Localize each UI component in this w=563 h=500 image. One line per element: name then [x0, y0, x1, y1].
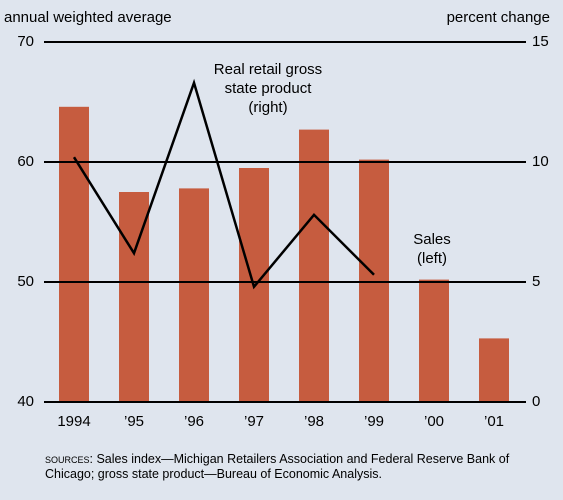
chart: annual weighted average percent change 4…	[4, 9, 550, 430]
source-note: sources: Sales index—Michigan Retailers …	[45, 452, 545, 482]
x-tick-label: ’00	[424, 413, 444, 430]
y-tick-label: 40	[17, 393, 34, 410]
y2-tick-label: 0	[532, 393, 540, 410]
source-text: Sales index—Michigan Retailers Associati…	[45, 452, 510, 481]
y2-axis-label: percent change	[447, 9, 550, 26]
x-tick-label: 1994	[57, 413, 90, 430]
bar	[419, 279, 449, 402]
y2-tick-label: 15	[532, 33, 549, 50]
x-tick-label: ’96	[184, 413, 204, 430]
bar	[359, 159, 389, 402]
x-tick-label: ’95	[124, 413, 144, 430]
annotation: state product	[225, 80, 313, 97]
bar	[479, 338, 509, 402]
x-tick-label: ’97	[244, 413, 264, 430]
annotation: (right)	[248, 99, 287, 116]
line	[72, 78, 375, 290]
source-label: sources:	[45, 452, 93, 466]
y-tick-label: 50	[17, 273, 34, 290]
bar	[59, 106, 89, 403]
bar	[179, 188, 209, 402]
x-tick-label: ’98	[304, 413, 324, 430]
annotation: Real retail gross	[214, 61, 322, 78]
y2-tick-label: 5	[532, 273, 540, 290]
bar	[299, 129, 329, 402]
x-tick-label: ’01	[484, 413, 504, 430]
y-axis-label: annual weighted average	[4, 9, 172, 26]
y-tick-label: 60	[17, 153, 34, 170]
y2-tick-label: 10	[532, 153, 549, 170]
x-tick-label: ’99	[364, 413, 384, 430]
y-tick-label: 70	[17, 33, 34, 50]
annotation: Sales	[413, 231, 451, 248]
annotation: (left)	[417, 250, 447, 267]
